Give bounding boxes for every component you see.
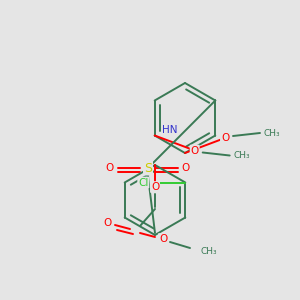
Text: HN: HN	[162, 125, 177, 135]
Text: CH₃: CH₃	[264, 128, 280, 137]
Text: O: O	[182, 163, 190, 173]
Text: O: O	[103, 218, 111, 228]
Text: CH₃: CH₃	[233, 151, 250, 160]
Text: O: O	[159, 234, 167, 244]
Text: O: O	[221, 133, 229, 143]
Text: O: O	[190, 146, 199, 155]
Text: O: O	[151, 182, 159, 192]
Text: CH₃: CH₃	[201, 247, 217, 256]
Text: O: O	[106, 163, 114, 173]
Text: Cl: Cl	[138, 178, 148, 188]
Text: S: S	[144, 161, 152, 175]
